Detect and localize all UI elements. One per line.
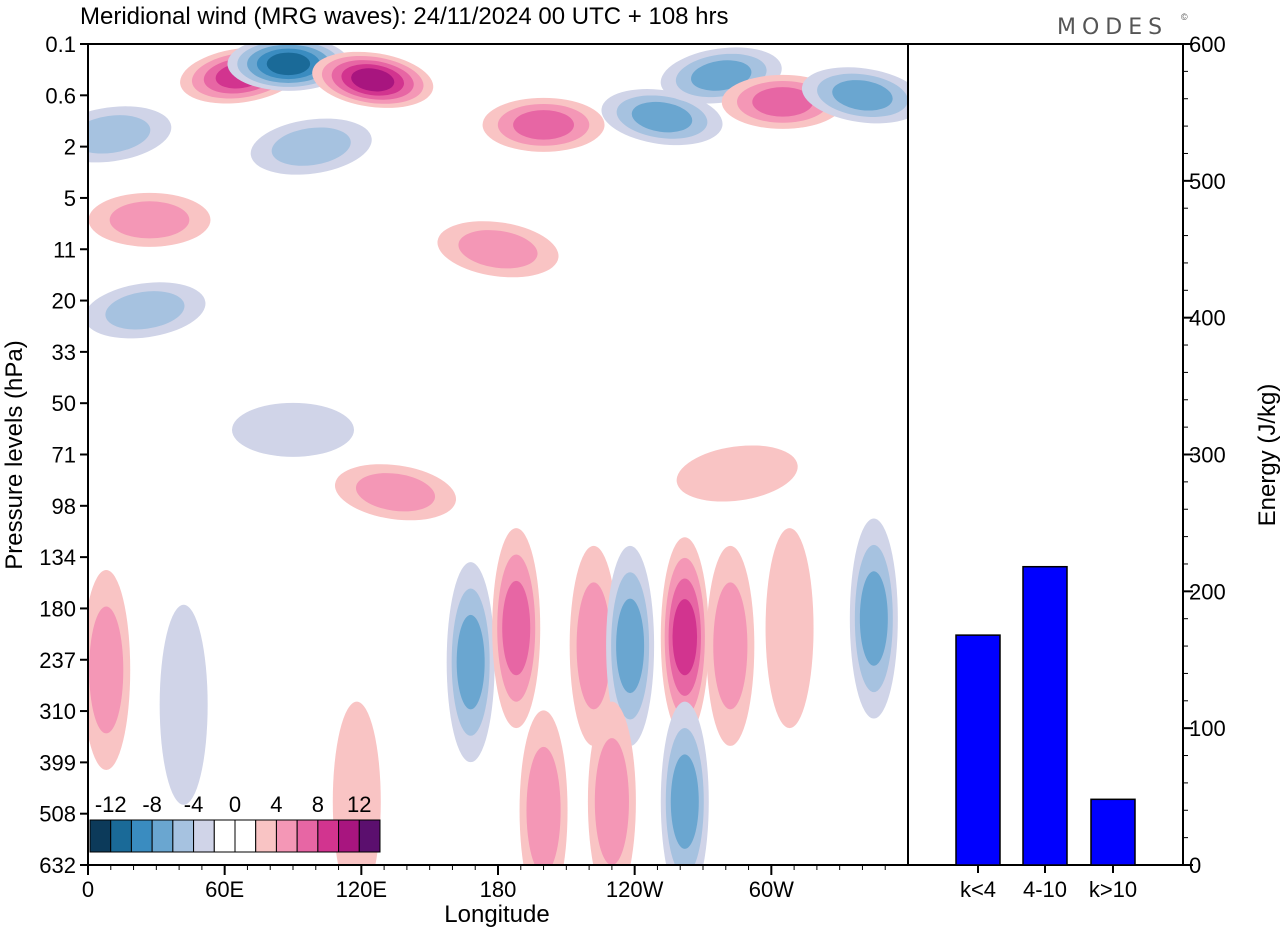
colorbar-swatch: [296, 819, 319, 853]
heatmap-feature: [88, 282, 206, 339]
energy-tick-label: 300: [1189, 443, 1226, 468]
heatmap-feature: [492, 528, 541, 729]
energy-axis-title: Energy (J/kg): [1254, 384, 1280, 527]
energy-cat-label: k<4: [960, 877, 996, 902]
heatmap-feature: [849, 518, 898, 719]
heatmap-feature: [606, 545, 655, 746]
y-tick-label: 20: [52, 289, 76, 314]
y-tick-label: 2: [64, 135, 76, 160]
x-tick-label: 180: [480, 877, 517, 902]
pressure-axis: 0.1 0.6 2 5 11 20 33 50 71 98 134 180 237 310 399 508 63…: [39, 32, 88, 878]
heatmap-feature: [88, 569, 131, 770]
heatmap-feature: [88, 106, 172, 163]
energy-bar: [955, 634, 1001, 866]
energy-cat-label: k>10: [1089, 877, 1137, 902]
x-tick-label: 0: [82, 877, 94, 902]
energy-tick-label: 400: [1189, 306, 1226, 331]
colorbar-swatch: [275, 819, 298, 853]
colorbar-swatch: [110, 819, 132, 853]
heatmap-feature: [519, 710, 568, 865]
y-tick-label: 134: [39, 545, 76, 570]
energy-tick-label: 600: [1189, 32, 1226, 57]
colorbar-label: 8: [312, 792, 324, 817]
heatmap-feature: [437, 221, 559, 278]
energy-bar-chart: 0 100 200 300 400 500 600 k<4 4-10 k>10: [907, 32, 1226, 902]
colorbar: -12 -8 -4 0 4 8 12: [89, 792, 381, 853]
energy-tick-label: 0: [1189, 853, 1201, 878]
brand-mark: ©: [1181, 12, 1188, 22]
colorbar-swatch: [193, 819, 215, 853]
y-axis-title: Pressure levels (hPa): [1, 340, 28, 569]
y-tick-label: 11: [53, 237, 76, 262]
colorbar-swatch: [130, 819, 153, 853]
x-tick-label: 60W: [749, 877, 794, 902]
x-tick-label: 120W: [606, 877, 664, 902]
colorbar-label: -8: [142, 792, 162, 817]
y-tick-label: 33: [52, 340, 76, 365]
heatmap-feature: [569, 545, 618, 746]
colorbar-swatch: [151, 819, 174, 853]
heatmap-feature: [232, 402, 354, 457]
y-tick-label: 71: [52, 443, 76, 468]
energy-bar: [1090, 798, 1136, 866]
longitude-axis: 0 60E 120E 180 120W 60W: [82, 865, 886, 902]
colorbar-label: 12: [347, 792, 371, 817]
colorbar-swatch: [317, 819, 340, 853]
heatmap-feature: [676, 445, 798, 502]
heatmap-feature: [706, 545, 755, 746]
colorbar-swatch: [89, 819, 112, 853]
heatmap-feature: [446, 562, 495, 763]
heatmap-feature: [88, 192, 211, 247]
energy-tick-label: 200: [1189, 579, 1226, 604]
heatmap-feature: [159, 604, 208, 805]
energy-bar: [1022, 565, 1068, 866]
heatmap-feature: [587, 701, 636, 865]
colorbar-swatch: [255, 819, 277, 853]
colorbar-swatch: [338, 819, 360, 853]
heatmap-feature: [250, 118, 372, 175]
colorbar-swatch: [358, 819, 381, 853]
colorbar-label: -12: [95, 792, 127, 817]
colorbar-swatch: [234, 819, 257, 853]
x-tick-label: 60E: [205, 877, 244, 902]
y-tick-label: 0.1: [45, 32, 76, 57]
heatmap-feature: [765, 528, 814, 729]
chart-title: Meridional wind (MRG waves): 24/11/2024 …: [80, 3, 729, 30]
heatmap-feature: [334, 464, 457, 521]
energy-tick-label: 500: [1189, 169, 1226, 194]
y-tick-label: 0.6: [45, 83, 76, 108]
energy-tick-label: 100: [1189, 716, 1226, 741]
heatmap-feature: [660, 537, 709, 738]
x-tick-label: 120E: [336, 877, 387, 902]
heatmap-feature: [601, 89, 723, 146]
colorbar-label: -4: [184, 792, 204, 817]
colorbar-swatch: [172, 819, 195, 853]
y-tick-label: 98: [52, 494, 76, 519]
colorbar-swatch: [213, 819, 236, 853]
heatmap-feature: [312, 51, 434, 108]
y-tick-label: 508: [39, 802, 76, 827]
energy-cat-label: 4-10: [1023, 877, 1067, 902]
y-tick-label: 5: [64, 186, 76, 211]
heatmap-feature: [482, 97, 605, 152]
y-tick-label: 180: [39, 596, 76, 621]
y-tick-label: 237: [39, 648, 76, 673]
y-tick-label: 399: [39, 750, 76, 775]
colorbar-label: 0: [229, 792, 241, 817]
brand-logo: MODES: [1057, 15, 1168, 40]
heatmap-feature: [660, 701, 709, 865]
y-tick-label: 310: [39, 699, 76, 724]
y-tick-label: 632: [39, 853, 76, 878]
x-axis-title: Longitude: [444, 901, 549, 928]
heatmap-plot: [88, 44, 908, 865]
y-tick-label: 50: [52, 391, 76, 416]
heatmap-feature: [801, 67, 908, 124]
colorbar-label: 4: [270, 792, 282, 817]
